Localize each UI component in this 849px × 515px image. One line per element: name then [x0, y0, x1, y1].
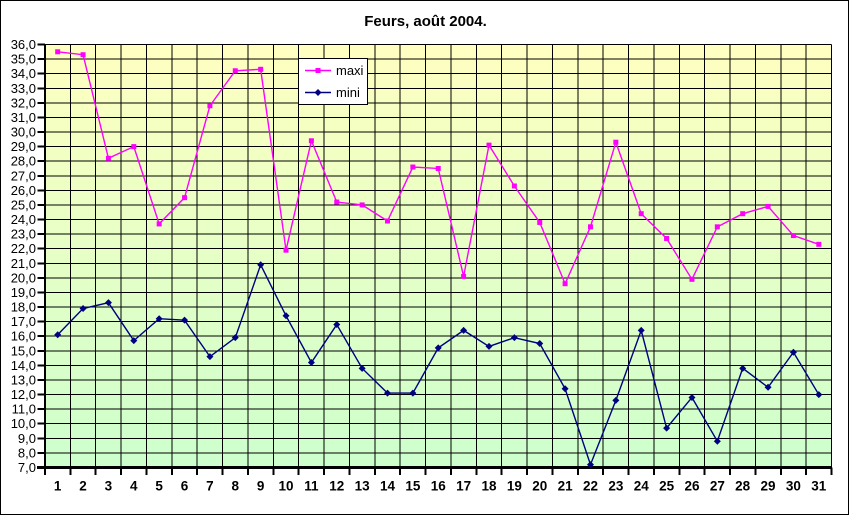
legend-item-mini: mini	[305, 86, 364, 99]
svg-text:21: 21	[558, 479, 574, 494]
chart-title: Feurs, août 2004.	[364, 13, 487, 30]
svg-text:9,0: 9,0	[18, 431, 36, 446]
legend: maxi mini	[298, 58, 368, 105]
svg-text:19: 19	[507, 479, 522, 494]
mini-line-marker-icon	[305, 89, 331, 96]
legend-label-maxi: maxi	[336, 63, 364, 78]
svg-text:13: 13	[355, 479, 371, 494]
svg-text:32,0: 32,0	[11, 95, 36, 110]
maxi-line-marker-icon	[305, 68, 331, 73]
legend-item-maxi: maxi	[305, 64, 364, 77]
svg-text:28,0: 28,0	[11, 154, 36, 169]
svg-text:16: 16	[431, 479, 447, 494]
svg-text:12: 12	[329, 479, 344, 494]
svg-text:30,0: 30,0	[11, 125, 36, 140]
svg-text:12,0: 12,0	[11, 387, 36, 402]
svg-text:31,0: 31,0	[11, 110, 36, 125]
svg-text:5: 5	[155, 479, 163, 494]
svg-text:23,0: 23,0	[11, 227, 36, 242]
svg-text:11: 11	[304, 479, 319, 494]
svg-text:14: 14	[380, 479, 396, 494]
legend-label-mini: mini	[336, 85, 360, 100]
svg-text:20,0: 20,0	[11, 270, 36, 285]
svg-text:10,0: 10,0	[11, 416, 36, 431]
svg-text:25: 25	[659, 479, 675, 494]
svg-text:18,0: 18,0	[11, 300, 36, 315]
svg-text:24,0: 24,0	[11, 212, 36, 227]
svg-text:6: 6	[181, 479, 189, 494]
svg-text:25,0: 25,0	[11, 197, 36, 212]
svg-text:28: 28	[735, 479, 751, 494]
svg-text:15,0: 15,0	[11, 343, 36, 358]
svg-text:1: 1	[54, 479, 62, 494]
svg-text:19,0: 19,0	[11, 285, 36, 300]
svg-text:2: 2	[79, 479, 87, 494]
svg-text:35,0: 35,0	[11, 52, 36, 67]
svg-text:29,0: 29,0	[11, 139, 36, 154]
svg-text:22: 22	[583, 479, 598, 494]
svg-text:3: 3	[105, 479, 113, 494]
svg-text:9: 9	[257, 479, 265, 494]
svg-text:21,0: 21,0	[11, 256, 36, 271]
svg-text:26: 26	[684, 479, 700, 494]
svg-text:18: 18	[481, 479, 497, 494]
svg-text:33,0: 33,0	[11, 81, 36, 96]
svg-text:27: 27	[710, 479, 725, 494]
svg-text:17: 17	[456, 479, 471, 494]
svg-text:14,0: 14,0	[11, 358, 36, 373]
svg-text:11,0: 11,0	[12, 402, 36, 417]
svg-text:26,0: 26,0	[11, 183, 36, 198]
svg-text:13,0: 13,0	[11, 372, 36, 387]
svg-text:34,0: 34,0	[11, 66, 36, 81]
svg-text:31: 31	[811, 479, 827, 494]
svg-text:30: 30	[786, 479, 801, 494]
svg-text:20: 20	[532, 479, 547, 494]
svg-text:4: 4	[130, 479, 138, 494]
svg-text:7,0: 7,0	[18, 460, 36, 475]
svg-text:8: 8	[232, 479, 240, 494]
svg-text:22,0: 22,0	[11, 241, 36, 256]
svg-text:8,0: 8,0	[18, 445, 36, 460]
svg-text:16,0: 16,0	[11, 329, 36, 344]
svg-text:29: 29	[761, 479, 776, 494]
svg-text:36,0: 36,0	[11, 37, 36, 52]
svg-text:27,0: 27,0	[11, 168, 36, 183]
svg-text:17,0: 17,0	[11, 314, 36, 329]
svg-text:10: 10	[279, 479, 294, 494]
svg-text:15: 15	[405, 479, 421, 494]
svg-text:24: 24	[634, 479, 650, 494]
svg-text:7: 7	[206, 479, 214, 494]
svg-text:23: 23	[608, 479, 624, 494]
